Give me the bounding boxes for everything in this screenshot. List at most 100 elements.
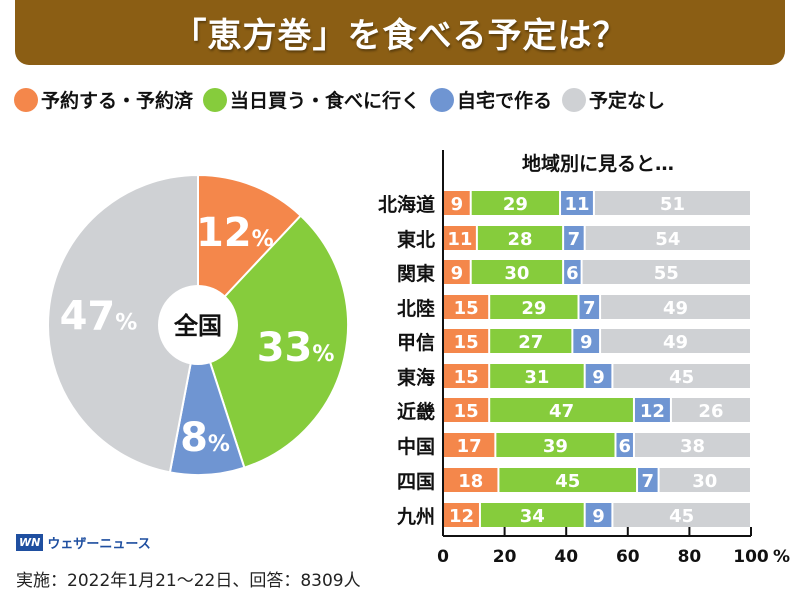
legend-label: 当日買う・食べに行く [230,90,421,112]
bar-segment [564,260,581,284]
bar-value-label: 12 [640,401,665,422]
region-label: 北陸 [397,297,435,320]
bar-value-label: 18 [458,471,483,492]
bar-segment [444,226,476,250]
bar-segment [671,398,750,422]
region-label: 東北 [397,228,435,251]
bar-value-label: 28 [507,229,532,250]
x-tick-label: 100 [733,547,769,567]
bar-segment [585,364,612,388]
bar-value-label: 45 [669,367,694,388]
legend-swatch [14,87,38,112]
region-label: 近畿 [397,400,435,423]
legend-label: 予約する・予約済 [41,90,194,112]
pie-slice [197,173,303,328]
bar-segment [634,398,670,422]
bar-value-label: 7 [583,298,596,319]
legend-label: 予定なし [589,90,666,112]
legend-item-none: 予定なし [562,86,665,113]
bar-value-label: 7 [568,229,581,250]
pie-center-label: 全国 [173,312,222,340]
pie-slice [47,173,199,474]
bar-segment [444,295,489,319]
bar-value-label: 12 [449,506,474,527]
bar-segment [490,329,572,353]
x-tick-label: 60 [616,547,640,567]
bar-segment [444,503,479,527]
bar-value-label: 51 [660,194,685,215]
bar-chart-title: 地域別に見ると… [522,152,674,175]
bar-segment [573,329,600,353]
bar-segment [496,433,615,457]
x-tick-label: 40 [554,547,578,567]
bar-value-label: 49 [663,332,688,353]
bar-segment [480,503,584,527]
bar-value-label: 47 [549,401,574,422]
x-unit-label: % [773,547,790,567]
bar-value-label: 11 [447,229,472,250]
region-label: 四国 [397,471,435,493]
bar-value-label: 49 [663,298,688,319]
bar-segment [601,295,750,319]
bar-segment [490,398,633,422]
bar-value-label: 6 [618,436,631,457]
bar-segment [499,468,637,492]
pie-label: 47% [60,294,138,340]
bar-value-label: 17 [457,436,482,457]
bar-segment [594,191,750,215]
x-tick-label: 80 [678,547,702,567]
bar-value-label: 9 [451,263,464,284]
x-tick-label: 20 [493,547,517,567]
bar-value-label: 15 [454,401,479,422]
legend-swatch [430,87,455,112]
bar-value-label: 15 [454,298,479,319]
bar-value-label: 15 [454,332,479,353]
bar-segment [444,329,489,353]
pie-slice [196,214,349,469]
bar-segment [585,226,750,250]
bar-segment [634,433,750,457]
bar-segment [444,468,498,492]
bar-segment [582,260,750,284]
legend-item-same-day: 当日買う・食べに行く [203,86,420,113]
bar-segment [613,503,750,527]
bar-value-label: 31 [524,367,549,388]
pie-center-circle [158,285,238,365]
bar-segment [601,329,750,353]
region-label: 関東 [397,262,435,285]
bar-segment [585,503,612,527]
bar-segment [444,398,489,422]
bar-value-label: 30 [504,263,529,284]
bar-value-label: 9 [592,506,605,527]
bar-value-label: 11 [564,194,589,215]
bar-value-label: 9 [451,194,464,215]
survey-note: 実施：2022年1月21〜22日、回答：8309人 [16,571,361,591]
bar-value-label: 27 [518,332,543,353]
region-label: 中国 [397,435,435,458]
bar-segment [564,226,584,250]
legend-item-homemade: 自宅で作る [430,86,552,113]
bar-value-label: 29 [503,194,528,215]
title-banner: 「恵方巻」を食べる予定は？ [15,0,785,65]
legend: 予約する・予約済 当日買う・食べに行く 自宅で作る 予定なし [14,86,792,113]
bar-value-label: 55 [654,263,679,284]
weathernews-logo: WN ウェザーニュース [16,533,151,552]
bar-segment [561,191,593,215]
bar-value-label: 26 [698,401,723,422]
bar-segment [490,295,578,319]
bar-segment [490,364,584,388]
legend-swatch [562,87,587,112]
bar-value-label: 34 [520,506,545,527]
bar-segment [471,260,563,284]
region-label: 北海道 [378,193,435,216]
bar-value-label: 6 [566,263,579,284]
bar-segment [444,364,489,388]
region-label: 九州 [396,506,435,528]
bar-value-label: 29 [521,298,546,319]
bar-value-label: 9 [580,332,593,353]
bar-value-label: 54 [655,229,680,250]
legend-label: 自宅で作る [457,90,553,112]
bar-value-label: 30 [692,471,717,492]
x-tick-label: 0 [437,547,449,567]
